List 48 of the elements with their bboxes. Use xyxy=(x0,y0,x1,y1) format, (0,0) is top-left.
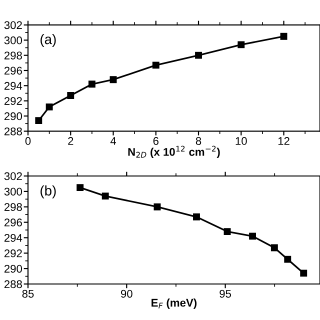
y-tick-label: 302 xyxy=(4,172,22,180)
x-tick-label: 85 xyxy=(22,290,34,298)
y-tick-label: 292 xyxy=(4,97,22,105)
point xyxy=(224,228,231,236)
point xyxy=(76,184,84,192)
point xyxy=(88,80,96,88)
y-tick-label: 296 xyxy=(4,218,22,226)
y-tick-label: 292 xyxy=(4,249,22,258)
x-tick-label: 2 xyxy=(68,137,74,145)
x-axis-title: E$_{F}$ (meV) xyxy=(152,298,197,309)
x-tick-label: 10 xyxy=(236,137,247,145)
x-tick-label: 6 xyxy=(153,137,158,145)
point xyxy=(35,117,42,124)
x-tick-label: 95 xyxy=(220,290,232,298)
y-tick-label: 296 xyxy=(4,66,22,75)
point xyxy=(110,76,117,84)
point xyxy=(193,213,200,220)
point xyxy=(300,270,308,277)
x-axis-title: N$_{2D}$ (x 10$^{12}$ cm$^{−2}$) xyxy=(128,146,220,158)
point xyxy=(152,62,160,69)
point xyxy=(195,52,202,59)
y-tick-label: 300 xyxy=(4,188,22,196)
y-tick-label: 298 xyxy=(4,52,22,60)
y-tick-label: 298 xyxy=(4,203,22,211)
point xyxy=(249,232,256,240)
y-tick-label: 290 xyxy=(4,112,22,120)
x-tick-label: 4 xyxy=(110,137,116,145)
x-tick-label: 12 xyxy=(278,137,290,145)
point xyxy=(154,203,161,210)
point xyxy=(270,244,278,252)
x-tick-label: 8 xyxy=(196,137,202,145)
point xyxy=(238,41,245,48)
y-tick-label: 288 xyxy=(4,127,22,136)
y-tick-label: 288 xyxy=(4,280,22,288)
y-tick-label: 294 xyxy=(4,234,22,242)
y-tick-label: 290 xyxy=(4,264,22,273)
point xyxy=(284,256,292,263)
point xyxy=(67,92,74,100)
annotation: (a) xyxy=(40,34,56,47)
y-tick-label: 302 xyxy=(4,21,22,30)
point xyxy=(280,32,288,40)
x-tick-label: 90 xyxy=(120,290,132,298)
x-tick-label: 0 xyxy=(25,137,31,145)
y-tick-label: 300 xyxy=(4,36,22,44)
y-tick-label: 294 xyxy=(4,82,22,90)
point xyxy=(46,103,53,110)
point xyxy=(102,192,109,200)
annotation: (b) xyxy=(40,185,56,198)
